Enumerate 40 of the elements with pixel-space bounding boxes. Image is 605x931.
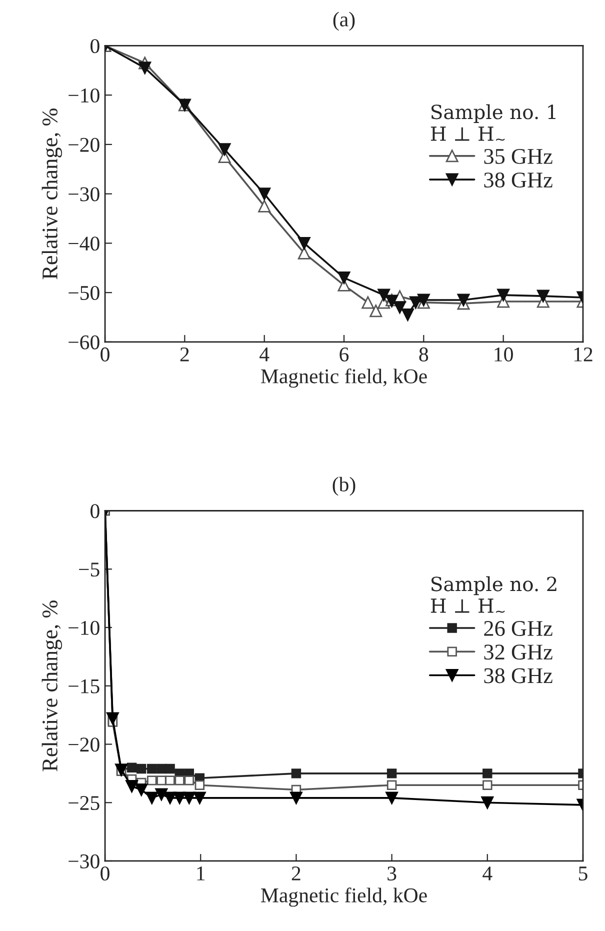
- x-tick-label: 2: [292, 866, 300, 880]
- chart-title: (a): [333, 12, 355, 31]
- y-tick-label: −60: [68, 335, 100, 350]
- y-tick-label: 0: [90, 39, 100, 54]
- y-tick-label: −30: [68, 854, 100, 868]
- y-axis-title: Relative change, %: [42, 600, 62, 772]
- y-axis-title: Relative change, %: [42, 108, 62, 280]
- legend-label: 35 GHz: [484, 148, 552, 164]
- x-tick-label: 8: [419, 347, 428, 362]
- legend-title: Sample no. 1 H ⊥ H$_{∼}$: [430, 104, 556, 141]
- y-tick-label: −5: [79, 562, 100, 577]
- x-tick-label: 4: [260, 348, 270, 362]
- y-tick-label: −40: [68, 236, 100, 251]
- y-tick-label: −50: [68, 286, 100, 300]
- legend-label: 38 GHz: [484, 668, 552, 684]
- y-tick-label: −15: [68, 679, 100, 694]
- y-tick-label: −30: [68, 187, 100, 202]
- y-tick-label: −10: [68, 88, 100, 103]
- x-axis-title: Magnetic field, kOe: [261, 888, 427, 907]
- x-tick-label: 10: [494, 347, 513, 362]
- legend-title: Sample no. 2 H ⊥ H$_{∼}$: [430, 576, 556, 613]
- x-tick-label: 1: [197, 866, 205, 880]
- legend-label: 26 GHz: [484, 621, 552, 636]
- x-tick-label: 5: [578, 866, 588, 881]
- y-tick-label: −20: [68, 138, 100, 152]
- y-tick-label: −20: [68, 738, 100, 752]
- x-tick-label: 0: [100, 866, 110, 881]
- x-tick-label: 3: [388, 866, 396, 881]
- x-tick-label: 0: [100, 347, 110, 362]
- x-tick-label: 12: [574, 347, 592, 362]
- chart-title: (b): [332, 476, 356, 496]
- legend-label: 38 GHz: [484, 172, 552, 188]
- x-tick-label: 2: [180, 347, 189, 362]
- y-tick-label: −25: [68, 796, 100, 810]
- x-axis-title: Magnetic field, kOe: [261, 368, 427, 388]
- y-tick-label: 0: [90, 504, 100, 518]
- y-tick-label: −10: [68, 620, 100, 635]
- x-tick-label: 4: [482, 866, 492, 880]
- x-tick-label: 6: [340, 347, 349, 362]
- legend-label: 32 GHz: [484, 644, 552, 660]
